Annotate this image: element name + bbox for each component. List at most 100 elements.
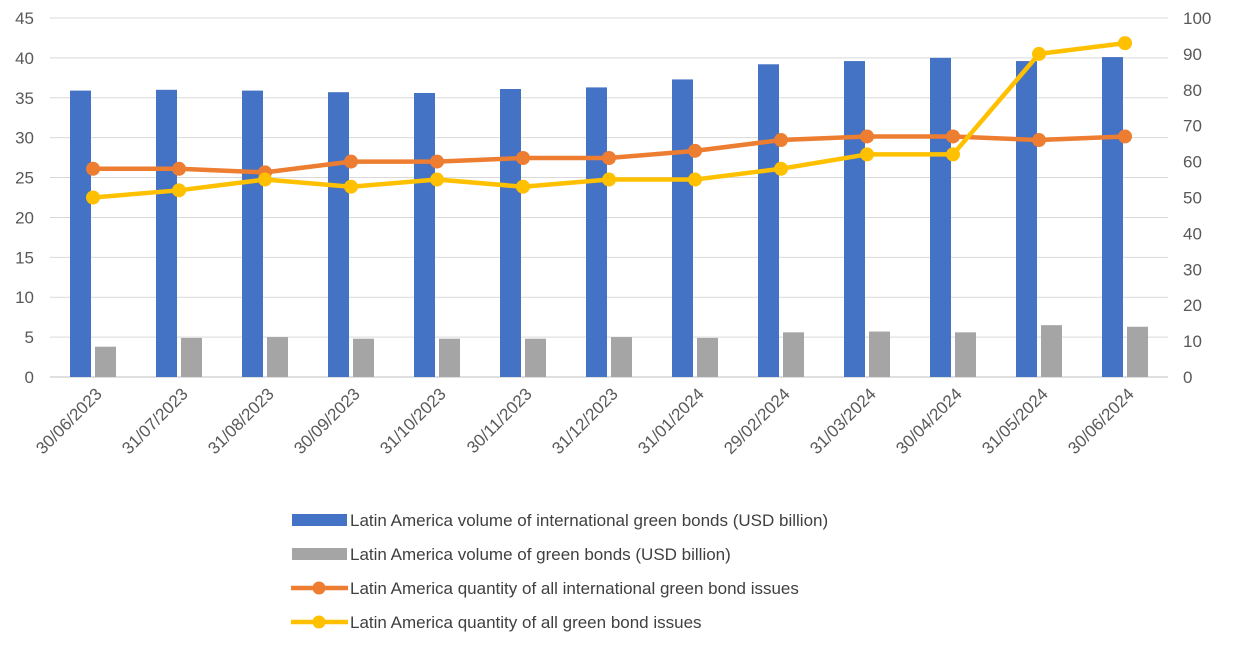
point-international-quantity [1032, 133, 1046, 148]
legend-label: Latin America volume of green bonds (USD… [350, 545, 731, 564]
point-international-quantity [946, 129, 960, 144]
point-green-quantity [258, 172, 272, 187]
x-tick-label: 31/07/2023 [118, 384, 192, 458]
point-green-quantity [344, 179, 358, 194]
point-international-quantity [602, 151, 616, 166]
x-axis-ticks: 30/06/2023 31/07/2023 31/08/2023 30/09/2023… [32, 384, 1138, 458]
x-tick-label: 31/08/2023 [204, 384, 278, 458]
point-green-quantity [688, 172, 702, 187]
legend-label: Latin America volume of international gr… [350, 511, 828, 530]
bar-green-volume [1041, 325, 1062, 377]
x-tick-label: 31/03/2024 [806, 384, 880, 458]
x-tick-label: 30/06/2023 [32, 384, 106, 458]
bar-international-volume [758, 64, 779, 377]
y-tick-label: 40 [15, 49, 34, 68]
left-axis-ticks: 0 5 10 15 20 25 30 35 40 45 [15, 9, 34, 387]
point-green-quantity [1118, 36, 1132, 51]
legend-swatch [292, 548, 347, 560]
bar-international-volume [156, 89, 177, 378]
bar-green-volume [439, 338, 460, 377]
bar-international-volume [70, 90, 91, 377]
bar-green-volume [955, 332, 976, 377]
point-green-quantity [86, 190, 100, 205]
point-international-quantity [86, 161, 100, 176]
y2-tick-label: 20 [1183, 296, 1202, 315]
bar-international-volume [500, 89, 521, 377]
y2-tick-label: 0 [1183, 368, 1192, 387]
point-international-quantity [430, 154, 444, 169]
x-tick-label: 30/09/2023 [290, 384, 364, 458]
y2-tick-label: 100 [1183, 9, 1211, 28]
bar-international-volume [242, 90, 263, 377]
x-tick-label: 30/04/2024 [892, 384, 966, 458]
bar-green-volume [267, 337, 288, 377]
point-green-quantity [1032, 46, 1046, 61]
y2-tick-label: 80 [1183, 81, 1202, 100]
point-green-quantity [946, 147, 960, 162]
x-tick-label: 31/05/2024 [978, 384, 1052, 458]
x-tick-label: 31/01/2024 [634, 384, 708, 458]
bar-green-volume [95, 346, 116, 377]
bar-international-volume [1016, 61, 1037, 378]
lines [86, 36, 1132, 205]
bar-green-volume [1127, 326, 1148, 377]
y-tick-label: 20 [15, 208, 34, 227]
point-green-quantity [602, 172, 616, 187]
legend-swatch-marker [312, 581, 326, 595]
x-tick-label: 29/02/2024 [720, 384, 794, 458]
bar-green-volume [181, 337, 202, 377]
right-axis-ticks: 0 10 20 30 40 50 60 70 80 90 100 [1183, 9, 1211, 387]
point-international-quantity [860, 129, 874, 144]
bar-international-volume [586, 87, 607, 377]
point-international-quantity [516, 151, 530, 166]
x-tick-label: 31/10/2023 [376, 384, 450, 458]
bar-green-volume [525, 338, 546, 377]
legend-swatch [292, 514, 347, 526]
legend-label: Latin America quantity of all green bond… [350, 613, 702, 632]
point-international-quantity [344, 154, 358, 169]
x-tick-label: 30/06/2024 [1064, 384, 1138, 458]
point-international-quantity [774, 133, 788, 148]
bar-international-volume [672, 79, 693, 377]
bar-green-volume [697, 337, 718, 377]
y2-tick-label: 90 [1183, 45, 1202, 64]
x-tick-label: 31/12/2023 [548, 384, 622, 458]
point-international-quantity [172, 161, 186, 176]
bar-international-volume [1102, 57, 1123, 377]
point-green-quantity [516, 179, 530, 194]
bar-international-volume [930, 57, 951, 378]
y2-tick-label: 40 [1183, 224, 1202, 243]
point-green-quantity [172, 183, 186, 198]
bar-international-volume [844, 61, 865, 378]
point-international-quantity [1118, 129, 1132, 144]
gridlines [50, 17, 1168, 378]
bar-international-volume [328, 92, 349, 378]
y2-tick-label: 60 [1183, 153, 1202, 172]
point-green-quantity [860, 147, 874, 162]
point-green-quantity [430, 172, 444, 187]
legend-swatch-marker [312, 615, 326, 629]
bar-international-volume [414, 92, 435, 377]
bar-green-volume [353, 338, 374, 377]
y2-tick-label: 30 [1183, 260, 1202, 279]
y-tick-label: 25 [15, 169, 34, 188]
y-tick-label: 30 [15, 129, 34, 148]
y-tick-label: 35 [15, 89, 34, 108]
point-international-quantity [688, 143, 702, 158]
bar-green-volume [611, 337, 632, 377]
bar-green-volume [783, 332, 804, 377]
legend-label: Latin America quantity of all internatio… [350, 579, 799, 598]
y-tick-label: 15 [15, 248, 34, 267]
x-tick-label: 30/11/2023 [463, 384, 536, 457]
y-tick-label: 5 [25, 328, 34, 347]
y-tick-label: 45 [15, 9, 34, 28]
y2-tick-label: 70 [1183, 117, 1202, 136]
y-tick-label: 10 [15, 288, 34, 307]
bar-green-volume [869, 331, 890, 377]
y2-tick-label: 50 [1183, 189, 1202, 208]
legend: Latin America volume of international gr… [291, 511, 828, 632]
y2-tick-label: 10 [1183, 332, 1202, 351]
point-green-quantity [774, 161, 788, 176]
y-tick-label: 0 [25, 368, 34, 387]
